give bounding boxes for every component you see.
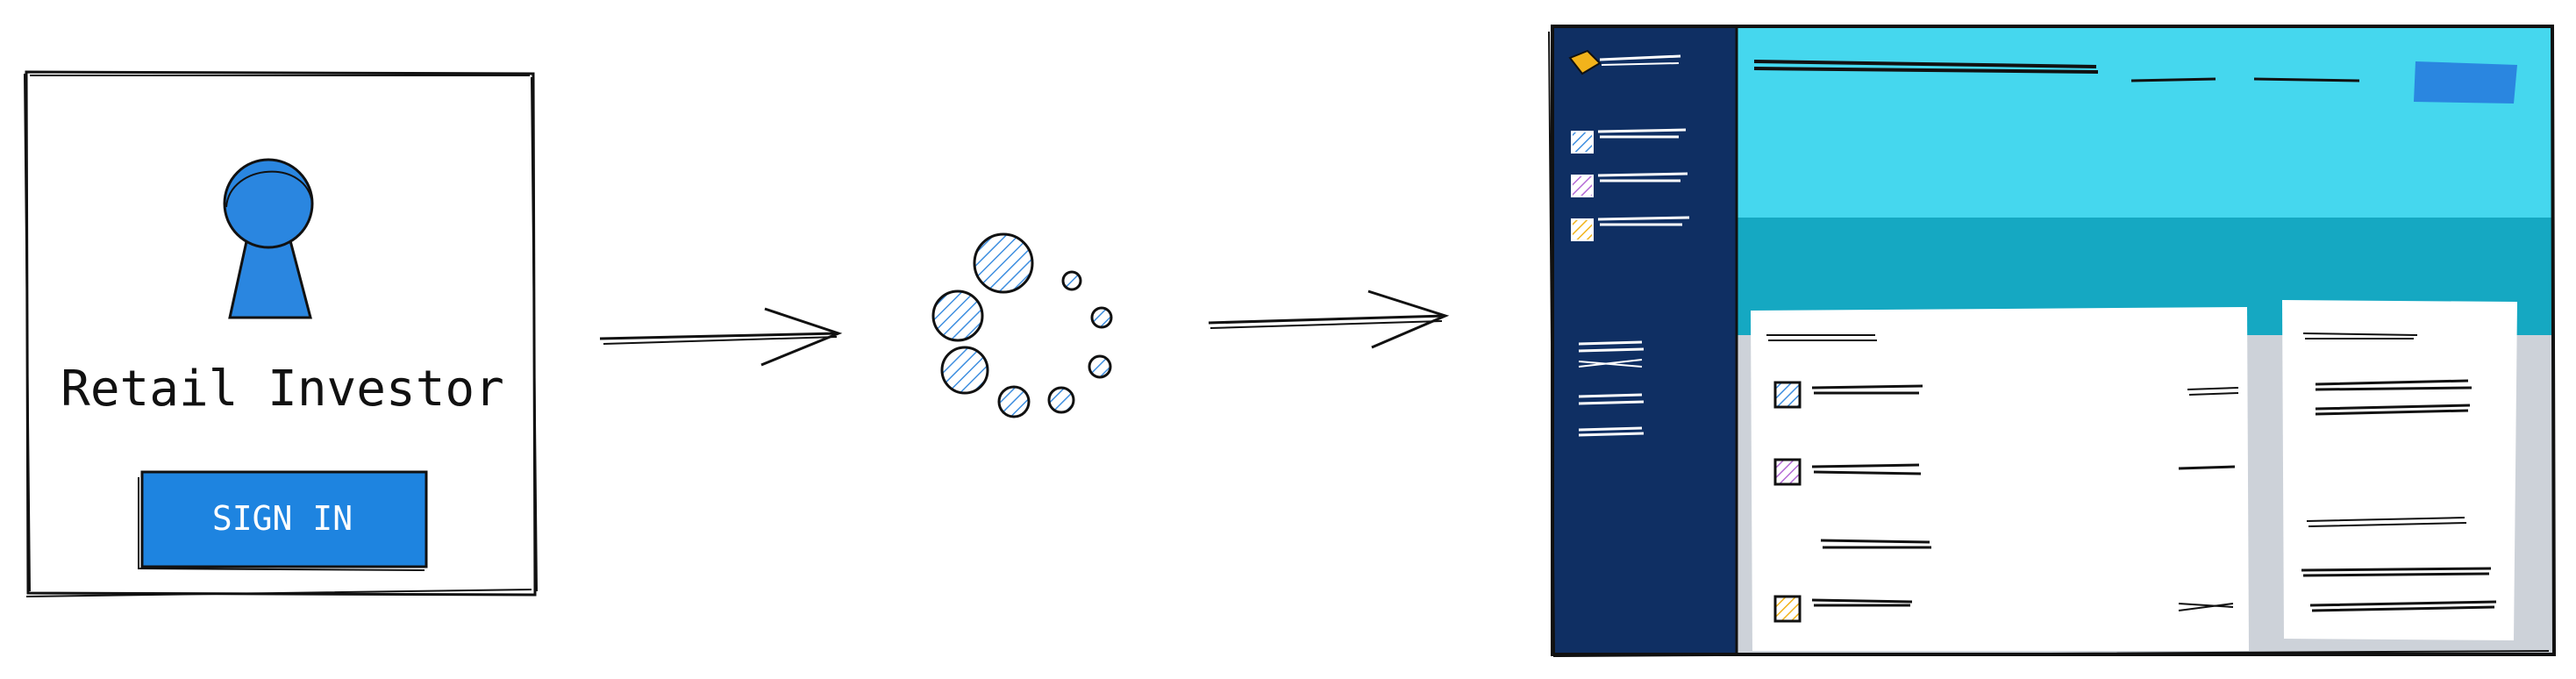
table-row[interactable] (1773, 381, 2239, 409)
sidebar-links[interactable] (1578, 340, 1645, 437)
sidebar (1552, 26, 1737, 654)
user-avatar-icon (223, 158, 314, 319)
main-panel (1751, 307, 2249, 651)
table-row[interactable] (1773, 595, 2234, 623)
sign-in-button-label: SIGN IN (212, 499, 353, 538)
table-row[interactable] (1773, 458, 2236, 486)
brand-logo-icon (1568, 49, 1681, 75)
right-arrow-icon (1208, 289, 1450, 349)
card-title: Retail Investor (61, 361, 504, 418)
sidebar-item[interactable] (1571, 216, 1690, 241)
sidebar-item[interactable] (1571, 128, 1687, 154)
side-panel (2282, 300, 2517, 640)
loading-spinner-icon (931, 232, 1113, 418)
sidebar-item[interactable] (1571, 172, 1688, 197)
table-row[interactable] (1820, 539, 1931, 549)
dashboard-wireframe (1548, 25, 2557, 658)
right-arrow-icon (599, 307, 843, 367)
dashboard-header (1737, 26, 2552, 218)
sign-in-button[interactable]: SIGN IN (138, 470, 428, 571)
header-action-button[interactable] (2414, 61, 2517, 104)
login-card: Retail Investor SIGN IN (24, 70, 538, 597)
